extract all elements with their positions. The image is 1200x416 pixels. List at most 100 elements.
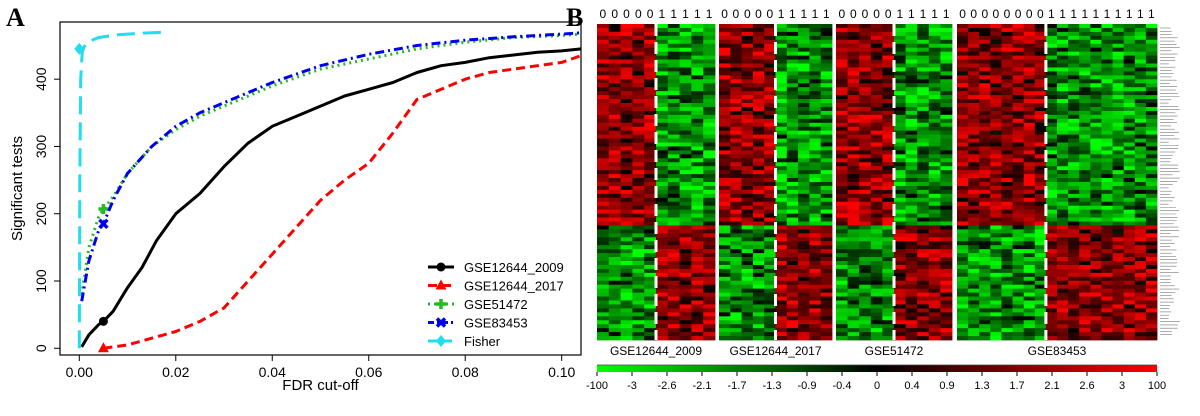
heatmap-cell [1134, 221, 1147, 226]
heatmap-cell [741, 193, 754, 199]
heatmap-cell [894, 146, 906, 151]
heatmap-cell [1023, 138, 1036, 143]
heatmap-cell [764, 284, 776, 290]
heatmap-cell [1001, 221, 1013, 226]
heatmap-cell [1057, 268, 1069, 274]
heatmap-cell [928, 79, 941, 84]
heatmap-cell [1023, 249, 1036, 254]
heatmap-cell [979, 217, 991, 222]
heatmap-cell [1090, 241, 1102, 246]
heatmap-cell [608, 110, 621, 116]
heatmap-cell [1090, 288, 1102, 293]
heatmap-cell [620, 205, 633, 211]
heatmap-cell [957, 268, 969, 274]
heatmap-cell [679, 95, 692, 100]
heatmap-cell [703, 312, 716, 317]
heatmap-cell [1045, 189, 1058, 195]
heatmap-cell [809, 276, 822, 282]
heatmap-cell [917, 142, 930, 147]
heatmap-cell [809, 261, 822, 266]
heatmap-cell [1134, 174, 1147, 179]
heatmap-cell [679, 229, 692, 234]
heatmap-cell [859, 174, 872, 179]
heatmap-cell [1045, 300, 1058, 305]
heatmap-cell [1001, 193, 1013, 199]
heatmap-cell [786, 35, 799, 41]
heatmap-cell [1001, 316, 1013, 321]
heatmap-cell [1057, 99, 1069, 104]
heatmap-cell [1012, 296, 1025, 301]
heatmap-cell [691, 130, 704, 135]
heatmap-cell [957, 63, 969, 68]
heatmap-cell [1079, 221, 1091, 226]
heatmap-cell [644, 189, 657, 195]
heatmap-cell [730, 304, 742, 309]
heatmap-cell [847, 71, 860, 76]
colorbar-tick-label: 2.1 [1044, 380, 1059, 392]
heatmap-cell [894, 261, 906, 266]
heatmap-cell [836, 63, 848, 68]
heatmap-cell [656, 209, 669, 214]
heatmap-cell [1068, 178, 1080, 183]
heatmap-cell [597, 31, 610, 37]
heatmap-cell [703, 170, 716, 175]
heatmap-cell [809, 268, 822, 274]
heatmap-cell [928, 245, 941, 250]
heatmap-cell [847, 122, 860, 128]
heatmap-cell [894, 249, 906, 254]
heatmap-cell [882, 209, 895, 214]
heatmap-cell [752, 146, 765, 151]
heatmap-cell [1123, 91, 1136, 96]
heatmap-cell [1112, 217, 1125, 222]
heatmap-cell [667, 39, 680, 45]
heatmap-cell [741, 110, 754, 116]
heatmap-cell [957, 225, 969, 230]
heatmap-cell [1101, 79, 1113, 84]
heatmap-cell [608, 197, 621, 203]
heatmap-cell [632, 280, 645, 286]
heatmap-cell [667, 170, 680, 175]
heatmap-cell [979, 193, 991, 199]
heatmap-cell [882, 170, 895, 175]
heatmap-cell [882, 146, 895, 151]
heatmap-cell [1134, 189, 1147, 195]
heatmap-cell [905, 221, 918, 226]
heatmap-cell [1101, 233, 1113, 238]
heatmap-cell [703, 122, 716, 128]
heatmap-cell [1112, 328, 1125, 333]
heatmap-cell [1123, 83, 1136, 88]
heatmap-cell [644, 79, 657, 84]
heatmap-cell [703, 225, 716, 230]
heatmap-cell [957, 249, 969, 254]
heatmap-cell [1145, 241, 1158, 246]
heatmap-cell [644, 221, 657, 226]
heatmap-cell [656, 197, 669, 203]
heatmap-cell [859, 103, 872, 108]
heatmap-cell [870, 63, 883, 68]
heatmap-cell [597, 217, 610, 222]
heatmap-cell [632, 63, 645, 68]
heatmap-cell [1034, 249, 1047, 254]
heatmap-cell [656, 257, 669, 262]
heatmap-cell [1090, 106, 1102, 112]
heatmap-cell [764, 138, 776, 143]
heatmap-cell [928, 205, 941, 211]
heatmap-cell [703, 213, 716, 218]
heatmap-cell [1112, 118, 1125, 124]
heatmap-cell [940, 272, 953, 278]
heatmap-cell [741, 225, 754, 230]
heatmap-cell [719, 264, 731, 270]
heatmap-cell [859, 197, 872, 203]
heatmap-cell [632, 150, 645, 155]
heatmap-cell [703, 241, 716, 246]
heatmap-cell [786, 257, 799, 262]
heatmap-cell [809, 43, 822, 49]
heatmap-cell [1123, 110, 1136, 116]
heatmap-cell [1034, 154, 1047, 159]
heatmap-cell [1145, 154, 1158, 159]
heatmap-cell [741, 288, 754, 293]
heatmap-cell [703, 296, 716, 301]
column-label: 0 [647, 7, 654, 21]
heatmap-cell [957, 99, 969, 104]
heatmap-cell [990, 213, 1002, 218]
